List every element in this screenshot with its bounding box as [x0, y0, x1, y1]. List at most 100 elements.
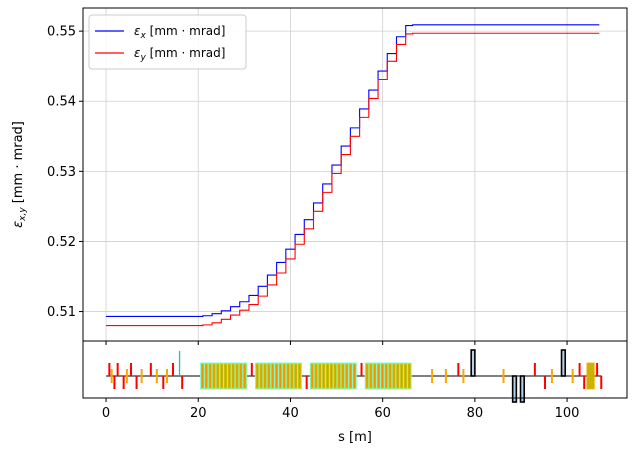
legend-ey-unit: [mm · mrad] [146, 46, 226, 60]
dipole-magnet [560, 349, 567, 377]
undulator-pole [272, 365, 274, 387]
undulator-pole [279, 365, 281, 387]
undulator-pole [342, 365, 344, 387]
legend-label-ey: εy [mm · mrad] [134, 46, 225, 63]
undulator-pole [366, 365, 368, 387]
undulator-pole [295, 365, 297, 387]
undulator-pole [378, 365, 380, 387]
undulator-pole [393, 365, 395, 387]
undulator-pole [260, 365, 262, 387]
undulator-pole [326, 365, 329, 387]
undulator-pole [315, 365, 317, 387]
undulator-pole [350, 365, 352, 387]
quadrupole-magnet [171, 363, 174, 376]
undulator-pole [275, 365, 278, 387]
undulator-pole [323, 365, 325, 387]
undulator-pole [268, 365, 270, 387]
dipole-magnet [470, 349, 476, 377]
sextupole-magnet [571, 369, 574, 383]
undulator-pole [397, 365, 399, 387]
sextupole-magnet [110, 369, 113, 383]
quadrupole-magnet [305, 376, 308, 389]
x-tick-label: 100 [555, 406, 580, 421]
undulator-pole [264, 365, 266, 387]
undulator-pole [256, 365, 258, 387]
y-axis-label: εx,y [mm · mrad] [11, 121, 28, 228]
undulator-pole [232, 365, 234, 387]
undulator-pole [330, 365, 332, 387]
undulator-pole [228, 365, 230, 387]
y-tick-label: 0.52 [47, 235, 76, 250]
series-line-ex [106, 24, 600, 318]
quadrupole-magnet [116, 363, 119, 376]
y-axis-label-unit: [mm · mrad] [11, 121, 26, 207]
legend-box [88, 14, 247, 70]
lattice-plot: 0 20 40 60 80 100 s [m] [82, 340, 628, 445]
x-tick-label: 20 [190, 406, 207, 421]
undulator-pole [381, 365, 384, 387]
undulator-pole [338, 365, 340, 387]
quadrupole-magnet [181, 376, 184, 389]
undulator-pole [353, 365, 356, 387]
emittance-plot: 0.510.520.530.540.55 εx,y [mm · mrad] εx… [11, 7, 628, 345]
legend: εx [mm · mrad] εy [mm · mrad] [88, 14, 247, 70]
undulator-pole [287, 365, 289, 387]
quadrupole-magnet [583, 376, 586, 389]
undulator-pole [389, 365, 391, 387]
quadrupole-magnet [578, 363, 581, 376]
undulator-pole [334, 365, 336, 387]
rf-cavity [586, 362, 595, 390]
lattice-elements [108, 349, 603, 403]
quadrupole-magnet [113, 376, 116, 389]
undulator-pole [205, 365, 207, 387]
undulator-pole [408, 365, 410, 387]
undulator-pole [201, 365, 204, 387]
undulator-pole [283, 365, 285, 387]
sextupole-magnet [550, 369, 553, 383]
quadrupole-magnet [135, 376, 138, 389]
undulator-pole [224, 365, 227, 387]
quadrupole-magnet [544, 376, 547, 389]
legend-ey-symbol: ε [134, 46, 141, 60]
undulator-pole [401, 365, 403, 387]
undulator-pole [346, 365, 348, 387]
sextupole-magnet [462, 369, 465, 383]
quadrupole-magnet [596, 363, 599, 376]
quadrupole-magnet [108, 363, 111, 376]
y-axis-label-symbol: ε [11, 221, 26, 228]
quadrupole-magnet [457, 363, 460, 376]
undulator-pole [370, 365, 372, 387]
y-tick-label: 0.55 [47, 25, 76, 40]
emittance-lines [106, 24, 600, 327]
undulator-pole [213, 365, 215, 387]
lattice-x-ticks: 0 20 40 60 80 100 [102, 398, 580, 421]
legend-ex-unit: [mm · mrad] [146, 24, 226, 38]
x-tick-label: 60 [374, 406, 391, 421]
sextupole-magnet [431, 369, 434, 383]
sextupole-magnet [165, 369, 168, 383]
dipole-magnet [519, 375, 525, 403]
undulator-pole [311, 365, 313, 387]
quadrupole-magnet [130, 363, 133, 376]
quadrupole-magnet [162, 376, 165, 389]
sextupole-magnet [125, 369, 128, 383]
legend-ex-symbol: ε [134, 24, 141, 38]
series-line-ey [106, 32, 600, 327]
undulator-pole [319, 365, 321, 387]
sextupole-magnet [502, 369, 505, 383]
y-axis-label-subscript: x,y [18, 207, 28, 222]
legend-label-ex: εx [mm · mrad] [134, 24, 225, 41]
y-tick-label: 0.51 [47, 305, 76, 320]
legend-ey-subscript: y [140, 53, 147, 63]
undulator-pole [244, 365, 246, 387]
sextupole-magnet [444, 369, 447, 383]
quadrupole-magnet [122, 376, 125, 389]
quadrupole-magnet [250, 363, 253, 376]
undulator-pole [236, 365, 238, 387]
quadrupole-magnet [600, 376, 603, 389]
main-x-ticks [105, 341, 568, 345]
x-tick-label: 40 [282, 406, 299, 421]
quadrupole-magnet [360, 363, 363, 376]
quadrupole-magnet [533, 363, 536, 376]
sextupole-magnet [155, 369, 158, 383]
